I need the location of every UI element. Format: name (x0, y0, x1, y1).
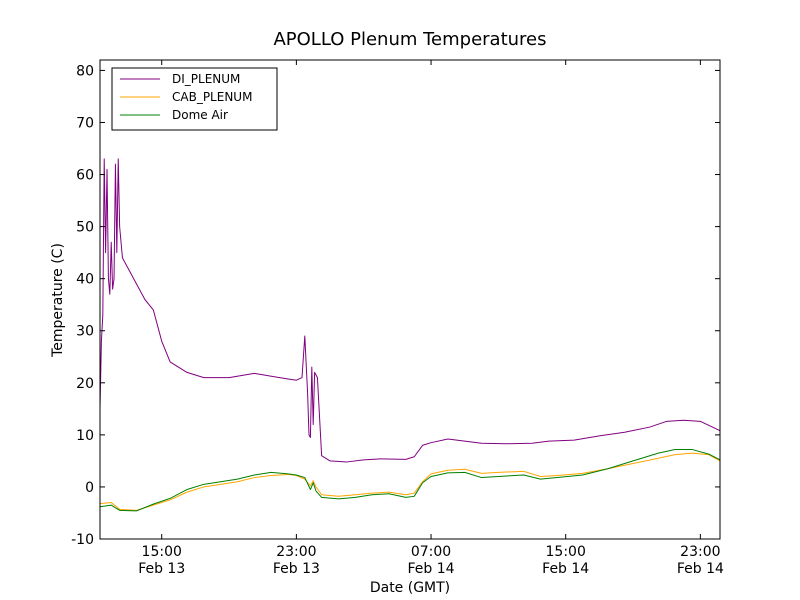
y-tick-label: 70 (76, 115, 94, 131)
legend-entry: Dome Air (172, 108, 228, 122)
y-tick-label: 40 (76, 272, 94, 288)
x-tick-time-label: 23:00 (680, 544, 720, 560)
x-tick-date-label: Feb 13 (138, 561, 185, 577)
series-line-dome-air (100, 448, 720, 512)
y-tick-label: 80 (76, 63, 94, 79)
y-tick-label: 20 (76, 376, 94, 392)
legend-box (111, 67, 278, 131)
chart-title: APOLLO Plenum Temperatures (273, 29, 546, 50)
x-tick-time-label: 15:00 (142, 544, 182, 560)
legend: DI_PLENUM CAB_PLENUM Dome Air (111, 67, 278, 131)
series-line-cab-plenum (100, 452, 720, 511)
y-tick-label: 60 (76, 168, 94, 184)
x-tick-date-label: Feb 14 (408, 561, 455, 577)
x-tick-time-label: 15:00 (546, 544, 586, 560)
y-tick-label: 50 (76, 220, 94, 236)
y-tick-label: 30 (76, 324, 94, 340)
y-tick-label: 10 (76, 428, 94, 444)
y-tick-label: -10 (71, 532, 94, 548)
series-line-di-plenum (100, 158, 720, 463)
series-group (100, 158, 720, 512)
x-axis-title: Date (GMT) (370, 580, 450, 596)
x-tick-date-label: Feb 13 (273, 561, 320, 577)
x-tick-time-label: 23:00 (276, 544, 316, 560)
x-tick-time-label: 07:00 (411, 544, 451, 560)
legend-entry: DI_PLENUM (172, 72, 240, 86)
x-tick-date-label: Feb 14 (677, 561, 724, 577)
plot-frame (99, 59, 721, 540)
y-tick-label: 0 (85, 480, 94, 496)
x-tick-date-label: Feb 14 (542, 561, 589, 577)
y-axis-title: Temperature (C) (50, 243, 66, 358)
legend-entry: CAB_PLENUM (172, 90, 252, 104)
